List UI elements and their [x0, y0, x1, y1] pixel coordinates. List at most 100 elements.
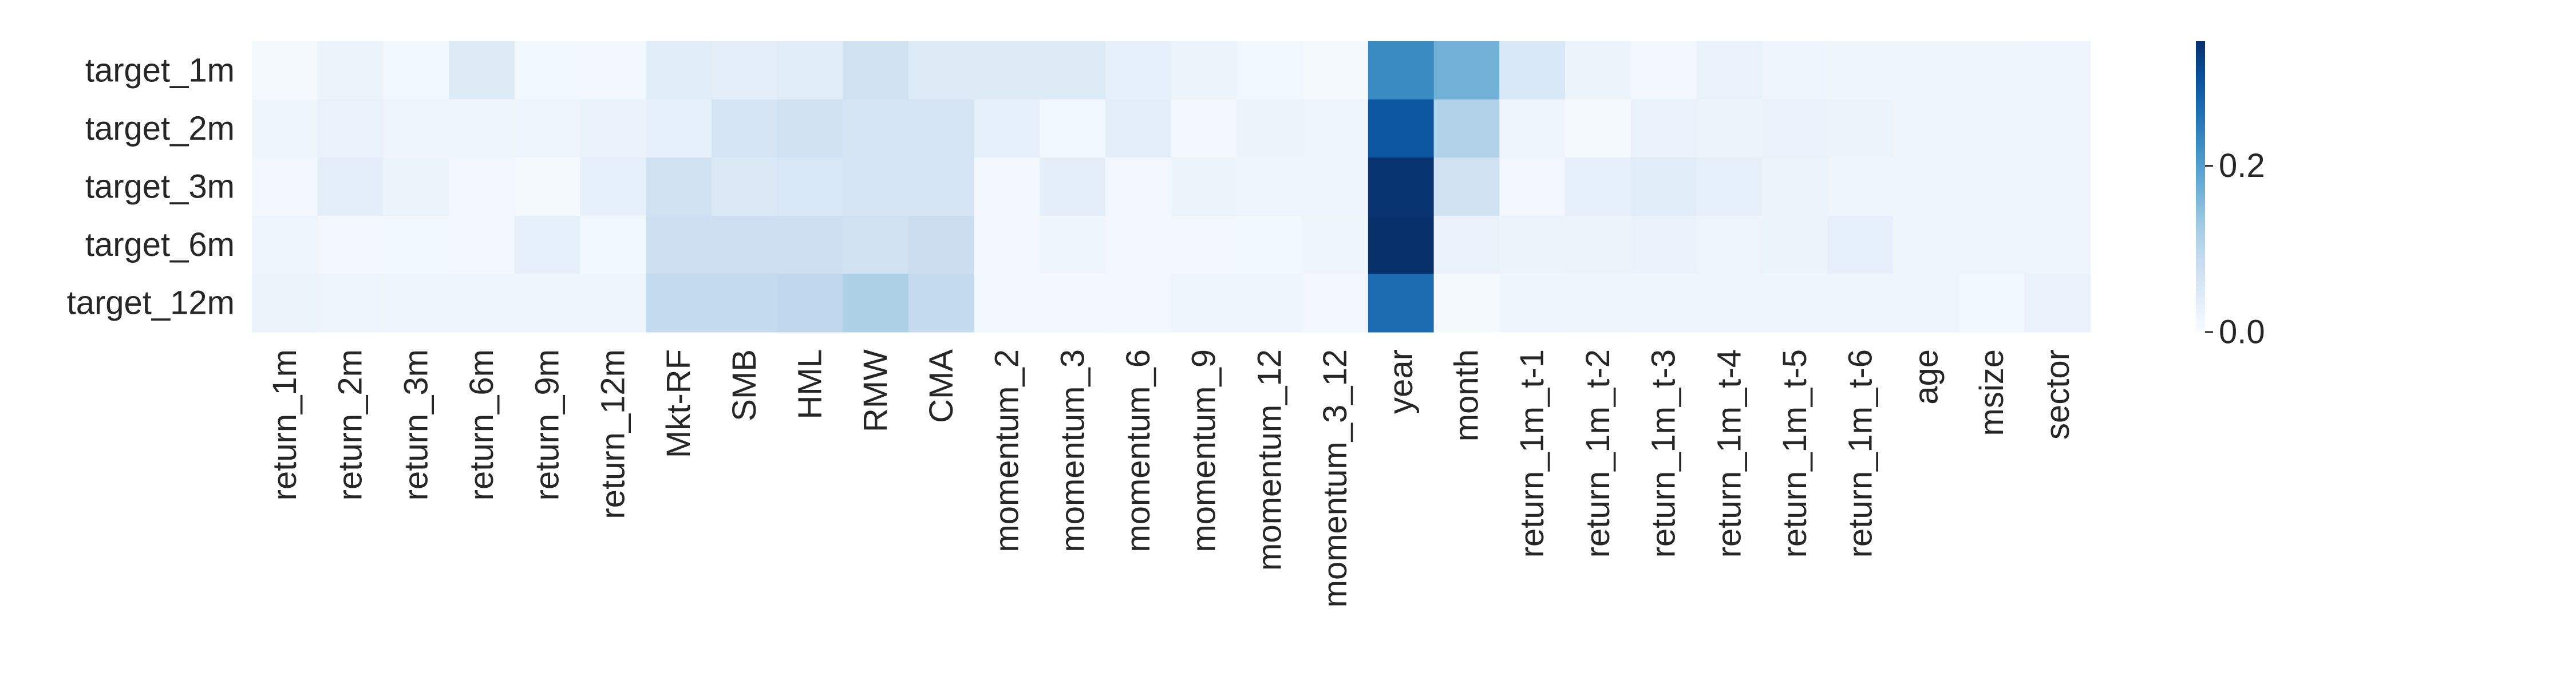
heatmap-cell — [449, 157, 515, 216]
heatmap-cell — [711, 41, 778, 100]
heatmap-cell — [1827, 41, 1894, 100]
heatmap-cell — [1696, 99, 1763, 158]
heatmap-cell — [383, 99, 449, 158]
heatmap-cell — [252, 215, 318, 274]
heatmap-cell — [514, 41, 581, 100]
heatmap-cell — [1565, 157, 1631, 216]
heatmap-cell — [1499, 157, 1566, 216]
heatmap-cell — [843, 99, 909, 158]
row-label: target_12m — [67, 285, 235, 322]
heatmap-cell — [711, 274, 778, 333]
heatmap-cell — [711, 99, 778, 158]
heatmap-cell — [1696, 157, 1763, 216]
heatmap-cell — [1959, 41, 2025, 100]
heatmap-cell — [1302, 157, 1369, 216]
heatmap-cell — [1893, 99, 1959, 158]
heatmap-cell — [1368, 157, 1435, 216]
heatmap-cell — [1827, 99, 1894, 158]
column-label: momentum_9 — [1186, 349, 1223, 552]
heatmap-cell — [908, 99, 975, 158]
column-label: return_1m_t-1 — [1514, 349, 1551, 558]
heatmap-cell — [1565, 274, 1631, 333]
heatmap-cell — [383, 157, 449, 216]
heatmap-cell — [1499, 99, 1566, 158]
heatmap-cell — [1040, 157, 1106, 216]
heatmap-cell — [646, 157, 712, 216]
heatmap-cell — [252, 274, 318, 333]
heatmap-cell — [2024, 215, 2091, 274]
column-label: SMB — [726, 349, 763, 421]
colorbar-tick-label: 0.2 — [2219, 147, 2265, 184]
heatmap-cell — [974, 157, 1040, 216]
heatmap-cell — [1762, 274, 1828, 333]
heatmap-cell — [1105, 274, 1172, 333]
heatmap-cell — [646, 99, 712, 158]
heatmap-cell — [1368, 215, 1435, 274]
colorbar: 0.0 0.2 — [2196, 41, 2265, 351]
heatmap-cell — [843, 157, 909, 216]
column-label: return_1m_t-5 — [1776, 349, 1814, 558]
heatmap-cell — [1171, 99, 1238, 158]
heatmap-cell — [1236, 157, 1303, 216]
heatmap-cell — [1630, 157, 1697, 216]
column-label: momentum_3 — [1054, 349, 1091, 552]
heatmap-cell — [1171, 215, 1238, 274]
heatmap-cell — [1630, 41, 1697, 100]
heatmap-cell — [1433, 274, 1500, 333]
heatmap-cell — [383, 274, 449, 333]
heatmap-cell — [843, 274, 909, 333]
heatmap-cell — [777, 99, 843, 158]
heatmap-cell — [1959, 157, 2025, 216]
heatmap-cell — [908, 157, 975, 216]
heatmap-cell — [1236, 274, 1303, 333]
column-label: CMA — [923, 349, 960, 423]
heatmap-cell — [1040, 274, 1106, 333]
heatmap-cell — [1499, 41, 1566, 100]
heatmap-cell — [580, 274, 646, 333]
heatmap-cell — [580, 215, 646, 274]
heatmap-cell — [317, 157, 384, 216]
heatmap-cell — [1302, 215, 1369, 274]
column-label: return_9m — [529, 349, 566, 500]
heatmap-cell — [1762, 41, 1828, 100]
row-label: target_3m — [85, 168, 235, 206]
column-label: sector — [2039, 349, 2076, 440]
heatmap-cell — [1433, 215, 1500, 274]
heatmap-cell — [383, 41, 449, 100]
column-label: Mkt-RF — [660, 349, 697, 458]
heatmap-cell — [317, 99, 384, 158]
heatmap-cell — [908, 274, 975, 333]
heatmap-cell — [646, 274, 712, 333]
heatmap-cell — [1433, 99, 1500, 158]
heatmap-cell — [580, 157, 646, 216]
column-label: return_1m_t-4 — [1710, 349, 1748, 558]
heatmap-cell — [2024, 274, 2091, 333]
heatmap-cell — [514, 215, 581, 274]
column-label: return_12m — [594, 349, 631, 519]
heatmap-cell — [908, 41, 975, 100]
heatmap-cell — [514, 99, 581, 158]
column-label: year — [1382, 349, 1420, 414]
column-label: return_6m — [463, 349, 500, 500]
heatmap-cell — [974, 215, 1040, 274]
heatmap-cells — [252, 41, 2091, 333]
heatmap-cell — [1893, 215, 1959, 274]
heatmap-cell — [1696, 274, 1763, 333]
heatmap-cell — [1630, 215, 1697, 274]
heatmap-cell — [1171, 274, 1238, 333]
heatmap-cell — [2024, 99, 2091, 158]
heatmap-cell — [1893, 157, 1959, 216]
heatmap-cell — [974, 274, 1040, 333]
heatmap-cell — [1499, 274, 1566, 333]
heatmap-cell — [1827, 274, 1894, 333]
column-label: return_3m — [397, 349, 434, 500]
heatmap-cell — [1368, 99, 1435, 158]
heatmap-cell — [1105, 157, 1172, 216]
heatmap-cell — [1236, 99, 1303, 158]
heatmap-cell — [1368, 274, 1435, 333]
row-label: target_2m — [85, 110, 235, 147]
heatmap-cell — [1171, 157, 1238, 216]
heatmap-cell — [317, 215, 384, 274]
heatmap-cell — [449, 274, 515, 333]
heatmap-cell — [843, 41, 909, 100]
